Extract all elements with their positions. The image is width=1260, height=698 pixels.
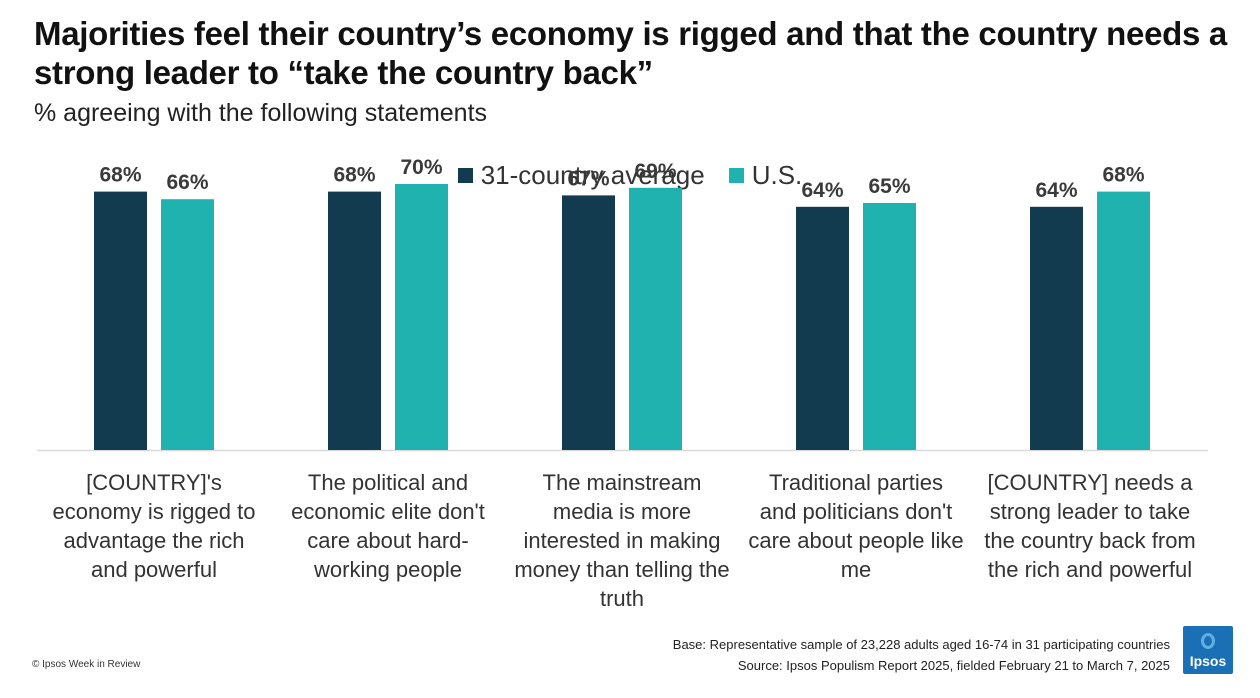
category-label-1-line-1: [COUNTRY]'s bbox=[86, 470, 222, 495]
chart-title: Majorities feel their country’s economy … bbox=[34, 14, 1249, 92]
category-label-5-line-2: strong leader to take bbox=[989, 499, 1191, 524]
bar-us-2 bbox=[395, 184, 448, 450]
category-label-1: [COUNTRY]'s economy is rigged to advantage… bbox=[36, 468, 272, 584]
category-label-2-line-3: care about hard- bbox=[307, 528, 469, 553]
bar-us-1 bbox=[161, 199, 214, 450]
ipsos-logo-text: Ipsos bbox=[1189, 653, 1227, 669]
data-label-average-3: 67% bbox=[567, 167, 609, 190]
copyright-note: © Ipsos Week in Review bbox=[32, 659, 141, 670]
category-label-3-line-2: media is more bbox=[552, 499, 692, 524]
category-label-5-line-1: [COUNTRY] needs a bbox=[987, 470, 1193, 495]
bar-average-5 bbox=[1030, 206, 1083, 450]
data-label-average-5: 64% bbox=[1035, 179, 1077, 202]
category-label-2: The political and economic elite don't car… bbox=[270, 468, 506, 584]
base-note: Base: Representative sample of 23,228 ad… bbox=[672, 637, 1170, 652]
legend-swatch-average bbox=[457, 168, 473, 183]
category-label-3-line-4: money than telling the bbox=[514, 557, 730, 582]
data-label-us-1: 66% bbox=[166, 171, 208, 194]
bar-average-4 bbox=[796, 206, 849, 450]
data-label-us-3: 69% bbox=[634, 160, 676, 183]
bar-us-3 bbox=[629, 187, 682, 451]
category-label-3-line-5: truth bbox=[599, 586, 645, 611]
category-label-4-line-1: Traditional parties bbox=[768, 470, 944, 495]
bar-us-5 bbox=[1097, 191, 1150, 450]
bar-average-2 bbox=[328, 191, 381, 450]
legend-label-average: 31-country average bbox=[480, 160, 705, 190]
chart-subtitle: % agreeing with the following statements bbox=[34, 99, 488, 127]
category-label-3: The mainstream media is more interested in… bbox=[504, 468, 740, 613]
legend-label-us: U.S. bbox=[751, 160, 803, 190]
source-notes: Base: Representative sample of 23,228 ad… bbox=[673, 634, 1170, 676]
category-label-1-line-4: and powerful bbox=[91, 557, 217, 582]
category-label-4-line-2: and politicians don't bbox=[759, 499, 953, 524]
legend-item-average: 31-country average bbox=[457, 160, 705, 191]
category-label-3-line-1: The mainstream bbox=[542, 470, 702, 495]
category-label-2-line-4: working people bbox=[314, 557, 462, 582]
category-label-4-line-3: care about people like bbox=[748, 528, 964, 553]
category-label-3-line-3: interested in making bbox=[523, 528, 721, 553]
ipsos-logo: Ipsos bbox=[1183, 626, 1233, 674]
data-label-average-2: 68% bbox=[333, 164, 375, 187]
data-label-us-4: 65% bbox=[868, 175, 910, 198]
category-label-5-line-4: the rich and powerful bbox=[987, 557, 1193, 582]
category-label-2-line-1: The political and bbox=[307, 470, 469, 495]
bar-average-3 bbox=[562, 195, 615, 450]
bar-average-1 bbox=[94, 191, 147, 450]
chart-title-line-1: Majorities feel their country’s economy … bbox=[34, 15, 1227, 52]
legend: 31-country average U.S. bbox=[0, 160, 1260, 191]
legend-swatch-us bbox=[728, 168, 744, 183]
category-label-5-line-3: the country back from bbox=[984, 528, 1196, 553]
bar-us-4 bbox=[863, 203, 916, 450]
category-label-4-line-4: me bbox=[840, 557, 872, 582]
data-label-us-5: 68% bbox=[1102, 164, 1144, 187]
category-label-1-line-3: advantage the rich bbox=[63, 528, 245, 553]
category-label-2-line-2: economic elite don't bbox=[291, 499, 485, 524]
ipsos-logo-mark-icon bbox=[1201, 633, 1215, 649]
data-label-us-2: 70% bbox=[400, 156, 442, 179]
category-label-5: [COUNTRY] needs a strong leader to take th… bbox=[972, 468, 1208, 584]
category-label-4: Traditional parties and politicians don't… bbox=[738, 468, 974, 584]
data-label-average-1: 68% bbox=[99, 164, 141, 187]
data-label-average-4: 64% bbox=[801, 179, 843, 202]
source-note: Source: Ipsos Populism Report 2025, fiel… bbox=[737, 658, 1170, 673]
category-label-1-line-2: economy is rigged to bbox=[52, 499, 256, 524]
legend-item-us: U.S. bbox=[728, 160, 803, 191]
chart-title-line-2: strong leader to “take the country back” bbox=[34, 54, 653, 91]
